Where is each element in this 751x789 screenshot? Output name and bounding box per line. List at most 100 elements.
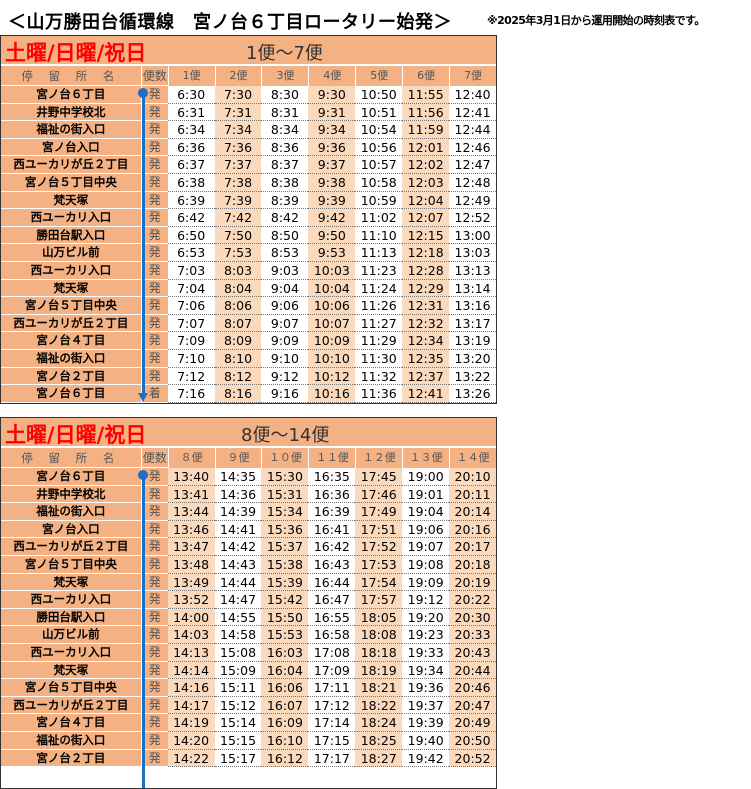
- time-cell: 14:16: [167, 679, 215, 697]
- time-cell: 14:35: [214, 468, 262, 486]
- timetable-2: 土曜/日曜/祝日 8便～14便停 留 所 名便数 ８便 ９便 １０便 １１便 １２便 １３便 １…: [0, 417, 497, 789]
- time-cell: 20:10: [449, 468, 496, 486]
- page-title: ＜山万勝田台循環線 宮ノ台６丁目ロータリー始発＞: [8, 12, 452, 33]
- stop-type: 発: [141, 749, 168, 768]
- time-cell: 10:54: [355, 121, 403, 139]
- time-cell: 15:37: [261, 538, 309, 556]
- header-trip: １２便: [355, 448, 403, 468]
- table-row: 宮ノ台入口発 6:36 7:36 8:36 9:36 10:56 12:01 12:46: [1, 138, 496, 157]
- time-cell: 11:32: [355, 368, 403, 386]
- stop-name: 宮ノ台６丁目: [1, 385, 142, 403]
- table-row: 山万ビル前発 6:53 7:53 8:53 9:53 11:13 12:18 13:03: [1, 244, 496, 262]
- time-cell: 18:05: [355, 608, 403, 627]
- time-cell: 9:16: [261, 385, 309, 403]
- header-bin: 便数: [141, 66, 168, 86]
- time-cell: 19:01: [402, 486, 450, 504]
- time-cell: 14:42: [214, 538, 262, 556]
- header-trip: 4便: [308, 66, 356, 86]
- stop-name: 井野中学校北: [1, 485, 142, 504]
- stop-name: 梵天塚: [1, 191, 142, 210]
- time-cell: 20:11: [449, 485, 496, 504]
- time-cell: 13:16: [449, 297, 496, 315]
- time-cell: 13:00: [449, 227, 496, 245]
- stop-type: 発: [141, 591, 168, 609]
- time-cell: 17:12: [308, 697, 356, 715]
- time-cell: 16:58: [308, 626, 356, 644]
- time-cell: 20:44: [449, 661, 496, 680]
- stop-name: 西ユーカリが丘２丁目: [1, 156, 142, 174]
- table-row: 山万ビル前発 14:03 14:58 15:53 16:58 18:08 19:23 20:3…: [1, 626, 496, 644]
- stop-name: 宮ノ台５丁目中央: [1, 555, 142, 574]
- stop-name: 福祉の街入口: [1, 349, 142, 368]
- stop-type: 発: [141, 679, 168, 697]
- time-cell: 9:10: [261, 350, 309, 368]
- time-cell: 15:42: [261, 591, 309, 609]
- time-cell: 20:50: [449, 731, 496, 750]
- time-cell: 8:09: [214, 332, 262, 350]
- stop-type: 発: [141, 696, 168, 715]
- time-cell: 15:36: [261, 520, 309, 539]
- time-cell: 15:38: [261, 555, 309, 574]
- header-trip: 6便: [402, 66, 450, 86]
- route-line: [142, 474, 145, 788]
- time-cell: 16:41: [308, 521, 356, 539]
- time-cell: 17:51: [355, 520, 403, 539]
- time-cell: 12:47: [449, 156, 496, 174]
- time-cell: 20:19: [449, 573, 496, 592]
- header-trip: ８便: [167, 448, 215, 468]
- time-cell: 7:34: [214, 121, 262, 139]
- stop-type: 発: [141, 573, 168, 592]
- stop-type: 発: [141, 349, 168, 368]
- time-cell: 14:00: [167, 608, 215, 627]
- stop-name: 梵天塚: [1, 573, 142, 592]
- time-cell: 19:09: [402, 574, 450, 592]
- time-cell: 12:48: [449, 174, 496, 192]
- time-cell: 12:07: [402, 209, 450, 227]
- time-cell: 19:42: [402, 750, 450, 768]
- time-cell: 7:03: [167, 262, 215, 280]
- time-cell: 20:46: [449, 679, 496, 697]
- time-cell: 14:17: [167, 696, 215, 715]
- stop-type: 発: [141, 332, 168, 350]
- table-row: 西ユーカリ入口発 6:42 7:42 8:42 9:42 11:02 12:07 12:52: [1, 209, 496, 227]
- time-cell: 6:30: [167, 86, 215, 104]
- time-cell: 19:08: [402, 556, 450, 574]
- time-cell: 12:52: [449, 209, 496, 227]
- time-cell: 13:44: [167, 503, 215, 521]
- time-cell: 6:42: [167, 209, 215, 227]
- table-row: 勝田台駅入口発 6:50 7:50 8:50 9:50 11:10 12:15 13:00: [1, 226, 496, 245]
- table-row: 福祉の街入口発 6:34 7:34 8:34 9:34 10:54 11:59 12:44: [1, 121, 496, 139]
- time-cell: 12:44: [449, 121, 496, 139]
- stop-name: 宮ノ台６丁目: [1, 468, 142, 486]
- stop-name: 宮ノ台５丁目中央: [1, 679, 142, 697]
- stop-type: 発: [141, 538, 168, 556]
- table-row: 宮ノ台２丁目発 14:22 15:17 16:12 17:17 18:27 19:42 20:…: [1, 749, 496, 768]
- time-cell: 9:38: [308, 173, 356, 192]
- time-cell: 7:16: [167, 385, 215, 403]
- header-trip: 3便: [261, 66, 309, 86]
- table-row: 井野中学校北発 6:31 7:31 8:31 9:31 10:51 11:56 12:41: [1, 103, 496, 122]
- trip-range-label: 1便～7便: [246, 43, 323, 64]
- stop-name: 福祉の街入口: [1, 731, 142, 750]
- time-cell: 18:19: [355, 661, 403, 680]
- time-cell: 12:18: [402, 244, 450, 262]
- time-cell: 10:12: [308, 367, 356, 386]
- stop-type: 発: [141, 367, 168, 386]
- time-cell: 10:06: [308, 297, 356, 315]
- time-cell: 20:49: [449, 714, 496, 732]
- day-type-label: 土曜/日曜/祝日: [5, 41, 147, 65]
- time-cell: 9:50: [308, 226, 356, 245]
- time-cell: 11:36: [355, 385, 403, 403]
- time-cell: 11:26: [355, 297, 403, 315]
- stop-name: 宮ノ台６丁目: [1, 86, 142, 104]
- time-cell: 14:20: [167, 731, 215, 750]
- time-cell: 8:03: [214, 261, 262, 280]
- stop-type: 発: [141, 156, 168, 174]
- time-cell: 15:09: [214, 662, 262, 680]
- time-cell: 13:48: [167, 555, 215, 574]
- time-cell: 9:39: [308, 191, 356, 210]
- stop-type: 発: [141, 244, 168, 262]
- time-cell: 17:46: [355, 485, 403, 504]
- stop-name: 西ユーカリ入口: [1, 643, 142, 662]
- table-row: 勝田台駅入口発 14:00 14:55 15:50 16:55 18:05 19:20 20:…: [1, 608, 496, 627]
